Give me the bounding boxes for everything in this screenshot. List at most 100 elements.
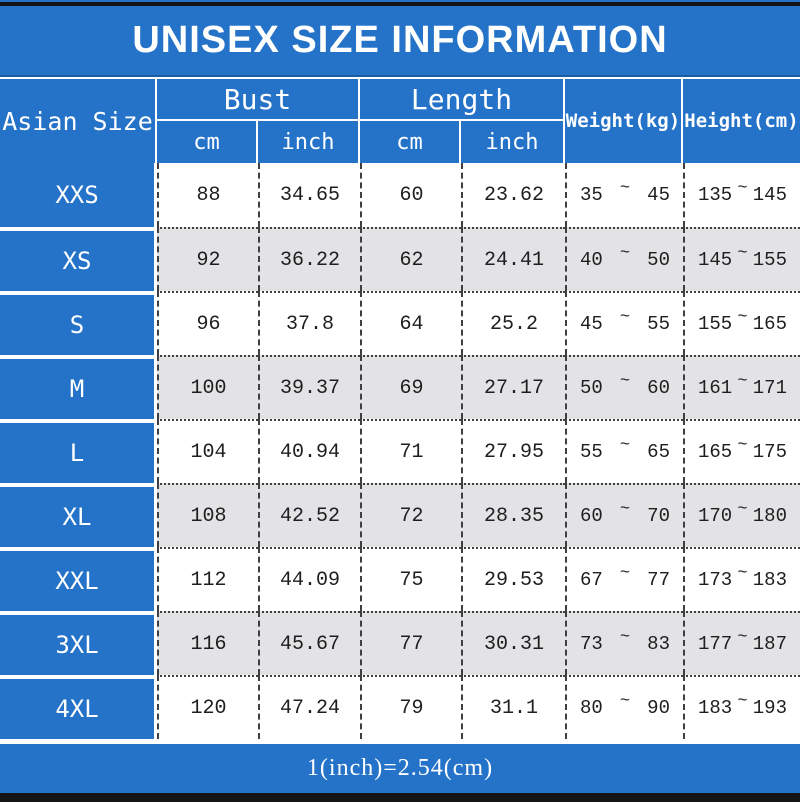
size-cell: XXS (0, 163, 157, 227)
bust-inch-cell: 45.67 (258, 611, 360, 675)
bust-inch-cell: 44.09 (258, 547, 360, 611)
bust-inch-cell: 42.52 (258, 483, 360, 547)
length-cm-cell: 62 (360, 227, 461, 291)
table-footer-gap (0, 739, 800, 744)
weight-max: 50 (647, 249, 670, 271)
height-range-cell: 183 ~193 (683, 675, 800, 739)
bust-cm-cell: 108 (157, 483, 258, 547)
header-length: Length (360, 79, 565, 121)
bust-cm-cell: 92 (157, 227, 258, 291)
weight-range-cell: 50 ~60 (565, 355, 683, 419)
bust-cm-cell: 96 (157, 291, 258, 355)
height-max: 145 (752, 184, 787, 206)
bottom-border-bar (0, 793, 800, 802)
height-max: 187 (752, 633, 787, 655)
weight-min: 35 (580, 184, 603, 206)
size-cell: S (0, 291, 157, 355)
tilde: ~ (619, 307, 631, 327)
weight-max: 70 (647, 505, 670, 527)
tilde: ~ (737, 178, 748, 198)
weight-min: 60 (580, 505, 603, 527)
tilde: ~ (619, 691, 631, 711)
height-min: 170 (698, 505, 733, 527)
height-max: 171 (752, 377, 787, 399)
weight-min: 45 (580, 313, 603, 335)
length-inch-cell: 30.31 (461, 611, 565, 675)
weight-range-cell: 55 ~65 (565, 419, 683, 483)
height-range-cell: 135 ~145 (683, 163, 800, 227)
tilde: ~ (737, 371, 748, 391)
height-min: 177 (698, 633, 733, 655)
length-cm-cell: 71 (360, 419, 461, 483)
height-min: 161 (698, 377, 733, 399)
length-inch-cell: 24.41 (461, 227, 565, 291)
height-range-cell: 145 ~155 (683, 227, 800, 291)
tilde: ~ (737, 499, 748, 519)
tilde: ~ (619, 243, 631, 263)
size-cell: M (0, 355, 157, 419)
length-inch-cell: 23.62 (461, 163, 565, 227)
bust-cm-cell: 88 (157, 163, 258, 227)
weight-max: 77 (647, 569, 670, 591)
table-row: S 96 37.8 64 25.2 45 ~55 155 ~165 (0, 291, 800, 355)
weight-range-cell: 35 ~45 (565, 163, 683, 227)
height-max: 165 (752, 313, 787, 335)
height-range-cell: 161 ~171 (683, 355, 800, 419)
height-min: 183 (698, 697, 733, 719)
table-row: 4XL 120 47.24 79 31.1 80 ~90 183 ~193 (0, 675, 800, 739)
weight-min: 67 (580, 569, 603, 591)
height-max: 180 (752, 505, 787, 527)
header-bust: Bust (157, 79, 360, 121)
table-row: M 100 39.37 69 27.17 50 ~60 161 ~171 (0, 355, 800, 419)
weight-max: 90 (647, 697, 670, 719)
weight-min: 40 (580, 249, 603, 271)
weight-range-cell: 45 ~55 (565, 291, 683, 355)
size-cell: XXL (0, 547, 157, 611)
table-body: XXS 88 34.65 60 23.62 35 ~45 135 ~145 XS 9… (0, 163, 800, 739)
weight-range-cell: 73 ~83 (565, 611, 683, 675)
height-range-cell: 165 ~175 (683, 419, 800, 483)
tilde: ~ (619, 627, 631, 647)
height-min: 135 (698, 184, 733, 206)
weight-max: 60 (647, 377, 670, 399)
page-title: UNISEX SIZE INFORMATION (132, 19, 668, 61)
height-max: 175 (752, 441, 787, 463)
weight-max: 45 (647, 184, 670, 206)
height-min: 145 (698, 249, 733, 271)
bust-inch-cell: 36.22 (258, 227, 360, 291)
table-row: XS 92 36.22 62 24.41 40 ~50 145 ~155 (0, 227, 800, 291)
weight-range-cell: 67 ~77 (565, 547, 683, 611)
tilde: ~ (737, 243, 748, 263)
tilde: ~ (737, 691, 748, 711)
header-bust-cm: cm (157, 121, 258, 163)
bust-inch-cell: 34.65 (258, 163, 360, 227)
bust-cm-cell: 112 (157, 547, 258, 611)
length-cm-cell: 64 (360, 291, 461, 355)
weight-min: 55 (580, 441, 603, 463)
height-max: 183 (752, 569, 787, 591)
height-min: 155 (698, 313, 733, 335)
length-cm-cell: 77 (360, 611, 461, 675)
length-cm-cell: 75 (360, 547, 461, 611)
length-cm-cell: 69 (360, 355, 461, 419)
height-max: 193 (752, 697, 787, 719)
table-row: 3XL 116 45.67 77 30.31 73 ~83 177 ~187 (0, 611, 800, 675)
length-cm-cell: 79 (360, 675, 461, 739)
weight-range-cell: 60 ~70 (565, 483, 683, 547)
top-border-bar (0, 2, 800, 6)
tilde: ~ (737, 627, 748, 647)
weight-range-cell: 80 ~90 (565, 675, 683, 739)
length-inch-cell: 27.95 (461, 419, 565, 483)
tilde: ~ (737, 435, 748, 455)
table-row: L 104 40.94 71 27.95 55 ~65 165 ~175 (0, 419, 800, 483)
bust-cm-cell: 120 (157, 675, 258, 739)
length-inch-cell: 25.2 (461, 291, 565, 355)
height-max: 155 (752, 249, 787, 271)
bust-inch-cell: 39.37 (258, 355, 360, 419)
header-asian-size: Asian Size (0, 79, 157, 163)
size-cell: XL (0, 483, 157, 547)
weight-min: 73 (580, 633, 603, 655)
length-cm-cell: 72 (360, 483, 461, 547)
tilde: ~ (619, 371, 631, 391)
